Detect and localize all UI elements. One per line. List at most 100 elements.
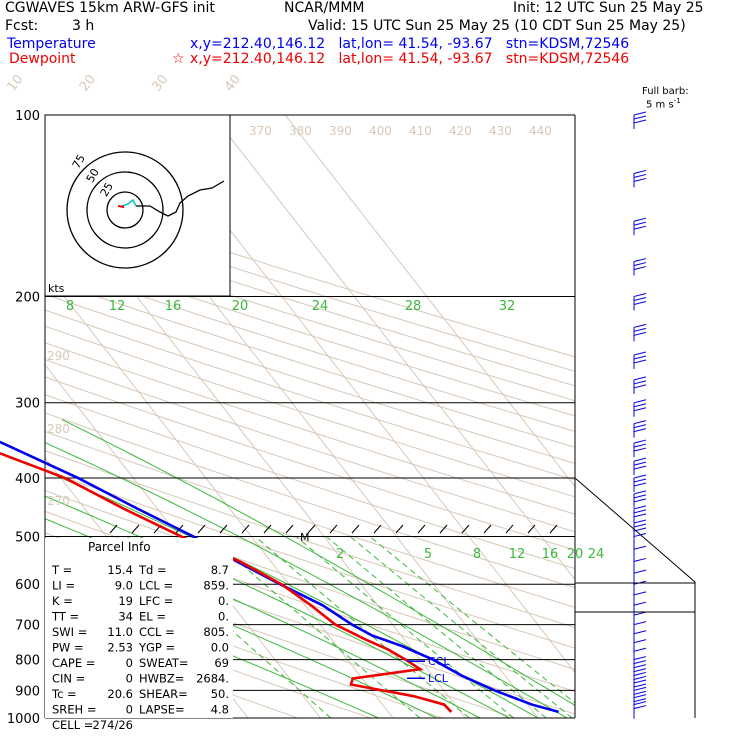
wind-barb-flag <box>633 384 647 389</box>
wind-barb-flag <box>633 301 647 306</box>
pressure-label: 400 <box>15 472 40 487</box>
wind-barb-flag <box>633 523 647 528</box>
barb-legend-value: 5 m s-1 <box>646 97 681 111</box>
dry-adiabat-line <box>45 342 575 515</box>
axis-labels: 1002003004005006007008009001000-80-70-60… <box>4 72 604 732</box>
parcel-info-key: SHEAR= <box>139 687 188 701</box>
dewpoint-location: x,y=212.40,146.12 lat,lon= 41.54, -93.67… <box>190 51 630 67</box>
hodograph-ring-label: 75 <box>70 152 88 171</box>
parcel-info-bg <box>45 538 233 718</box>
theta-label: 390 <box>329 124 352 138</box>
parcel-info-key: CCL = <box>139 625 175 639</box>
barb-column-frame <box>574 477 696 718</box>
parcel-info-key: LI = <box>52 579 75 593</box>
hatch-mark <box>263 524 272 534</box>
hodograph-trace-low <box>121 198 137 207</box>
parcel-info-key: YGP = <box>138 641 175 655</box>
wind-barb-flag <box>633 591 647 596</box>
hodograph-ring <box>66 151 184 269</box>
mixing-ratio-line <box>295 536 514 718</box>
hatch-mark <box>373 524 382 534</box>
mixing-ratio-label-upper: 24 <box>312 299 329 314</box>
isotherm-line <box>45 363 321 718</box>
wind-barb-flag <box>633 686 647 691</box>
wind-barb-flag <box>633 668 647 673</box>
hodograph-trace <box>136 180 225 217</box>
dewpoint-star-icon: ☆ <box>172 51 185 67</box>
hodograph-ring-label: 50 <box>84 166 102 185</box>
parcel-info-key: LAPSE= <box>139 703 185 717</box>
wind-barb-flag <box>633 513 647 518</box>
isotherm-line <box>284 115 575 488</box>
pressure-label: 800 <box>15 654 40 669</box>
wind-barb-flag <box>633 519 647 524</box>
moist-adiabat-line <box>61 419 575 706</box>
mixing-ratio-label-lower: 8 <box>473 547 481 562</box>
wind-barb-flag <box>633 639 647 644</box>
hatch-mark <box>307 524 316 534</box>
dry-adiabat-line <box>45 412 575 589</box>
parcel-info-value: 50. <box>211 687 229 701</box>
hatch-mark <box>505 524 514 534</box>
wind-barb-flag <box>633 490 647 495</box>
mixing-ratio-label-lower: 12 <box>509 547 526 562</box>
wind-barb-flag <box>633 505 647 510</box>
hodograph-start <box>117 205 125 208</box>
theta-label: 410 <box>409 124 432 138</box>
hatch-mark <box>527 524 536 534</box>
parcel-info-value: 859. <box>203 579 229 593</box>
theta-label: 430 <box>489 124 512 138</box>
wind-barb-flag <box>633 675 647 680</box>
hodograph-units: kts <box>48 282 65 295</box>
dry-adiabat-line <box>45 278 575 448</box>
theta-label: 380 <box>289 124 312 138</box>
hodograph-ring <box>86 171 164 249</box>
init-time: Init: 12 UTC Sun 25 May 25 <box>513 0 704 16</box>
dry-adiabat-line <box>45 430 575 608</box>
parcel-info-value: 8.7 <box>211 563 229 577</box>
model-title: CGWAVES 15km ARW-GFS init <box>5 0 215 16</box>
temperature-label: Temperature <box>7 36 96 52</box>
mixing-ratio-line <box>254 536 470 718</box>
pressure-label: 300 <box>15 397 40 412</box>
wind-barb-flag <box>633 647 647 652</box>
mixing-ratio-label-upper: 32 <box>499 299 516 314</box>
dewpoint-trace <box>0 452 453 713</box>
parcel-info-key: SREH = <box>52 703 97 717</box>
mixing-ratio-label-lower: 16 <box>542 547 559 562</box>
wind-barb-flag <box>633 621 647 626</box>
wind-barb-flag <box>633 630 647 635</box>
parcel-info-value: 9.0 <box>115 579 133 593</box>
parcel-info-key: LFC = <box>139 594 173 608</box>
dry-adiabat-line <box>45 577 443 718</box>
parcel-info-value: 2684. <box>196 672 229 686</box>
wind-barb-flag <box>633 701 647 706</box>
dry-adiabat-line <box>45 325 575 498</box>
mixing-ratio-label-lower: 20 <box>567 547 584 562</box>
hatch-mark <box>417 524 426 534</box>
wind-barb-flag <box>633 407 647 412</box>
level-label: CCL <box>428 655 450 668</box>
theta-side-label: 270 <box>47 494 70 508</box>
hatch-mark <box>483 524 492 534</box>
parcel-info-key: CELL = <box>52 718 93 732</box>
mixing-ratio-line <box>369 536 575 704</box>
dewpoint-label: Dewpoint <box>9 51 76 67</box>
wind-barb-flag <box>633 258 647 263</box>
wind-barb-flag <box>633 221 647 226</box>
wind-barb-flag <box>633 399 647 404</box>
fcst-value: 3 h <box>72 18 95 34</box>
wind-barb-flag <box>633 461 647 466</box>
parcel-info-key: TT = <box>51 610 79 624</box>
pressure-label: 100 <box>15 109 40 124</box>
pressure-label: 1000 <box>7 712 40 727</box>
wind-barb-flag <box>633 262 647 267</box>
wind-barb-flag <box>633 428 647 433</box>
pressure-label: 600 <box>15 578 40 593</box>
hatch-mark <box>329 524 338 534</box>
mixing-ratio-line <box>325 536 547 718</box>
parcel-info-key: LCL = <box>139 579 173 593</box>
moist-adiabat-line <box>45 442 568 718</box>
wind-barb-flag <box>633 569 647 574</box>
